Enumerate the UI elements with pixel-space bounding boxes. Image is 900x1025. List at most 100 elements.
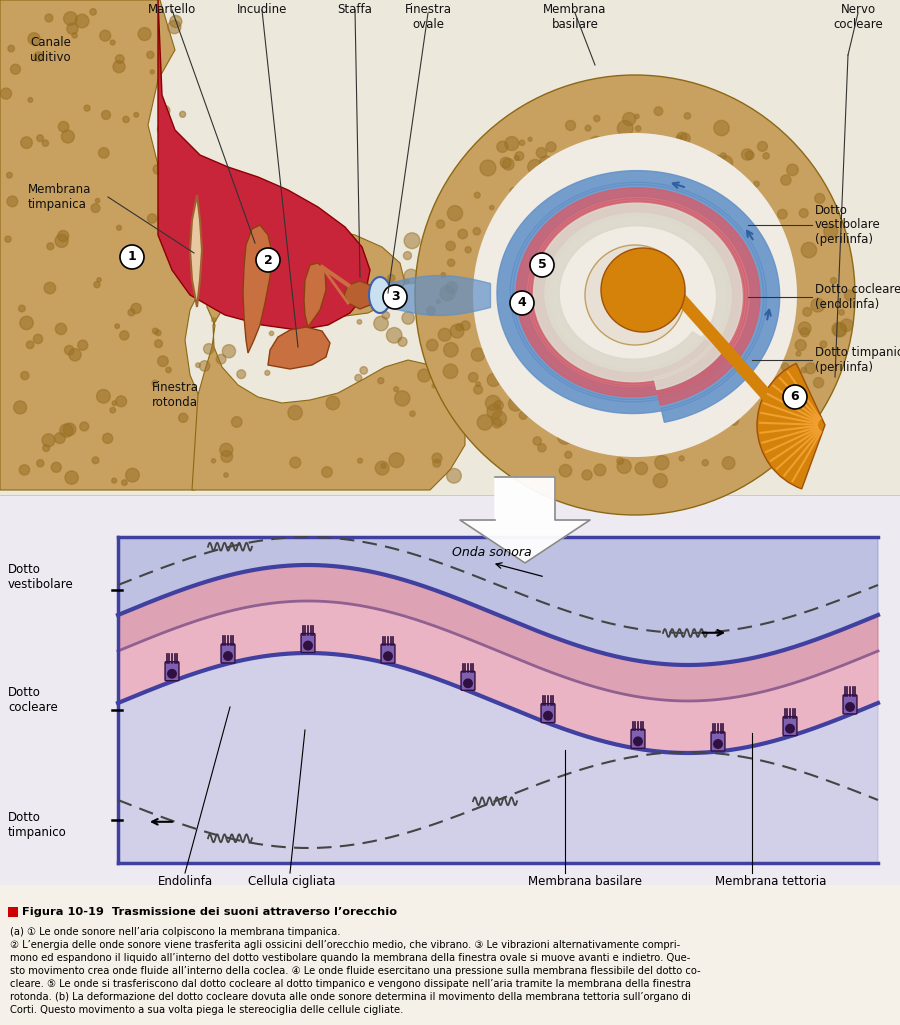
Text: Dotto
timpanico: Dotto timpanico <box>8 811 67 839</box>
Circle shape <box>487 373 500 386</box>
Circle shape <box>719 156 733 169</box>
Circle shape <box>494 401 503 410</box>
Circle shape <box>539 156 553 169</box>
Circle shape <box>676 135 681 141</box>
Circle shape <box>164 177 171 184</box>
Circle shape <box>497 141 508 153</box>
Text: Finestra
ovale: Finestra ovale <box>404 3 452 31</box>
Circle shape <box>148 214 157 223</box>
Circle shape <box>566 427 580 441</box>
Circle shape <box>448 248 454 255</box>
Circle shape <box>346 237 357 248</box>
Circle shape <box>546 141 556 152</box>
Circle shape <box>474 193 481 198</box>
Circle shape <box>673 441 681 449</box>
Circle shape <box>787 164 798 175</box>
Circle shape <box>34 52 43 62</box>
Circle shape <box>383 652 392 660</box>
Circle shape <box>510 291 534 315</box>
Circle shape <box>250 323 255 328</box>
Circle shape <box>199 361 210 371</box>
Circle shape <box>814 377 824 387</box>
Text: Incudine: Incudine <box>237 3 287 16</box>
Circle shape <box>440 286 454 300</box>
FancyBboxPatch shape <box>843 695 857 714</box>
Circle shape <box>716 155 720 160</box>
Circle shape <box>278 265 283 270</box>
Circle shape <box>777 423 788 435</box>
Circle shape <box>811 298 824 312</box>
Circle shape <box>58 121 68 132</box>
Circle shape <box>594 464 606 476</box>
Circle shape <box>730 416 739 425</box>
Text: 5: 5 <box>537 258 546 272</box>
Circle shape <box>134 113 139 117</box>
Circle shape <box>357 290 373 306</box>
Circle shape <box>42 445 50 451</box>
Circle shape <box>585 125 591 131</box>
FancyBboxPatch shape <box>783 716 797 736</box>
Circle shape <box>461 321 470 330</box>
Circle shape <box>617 459 631 474</box>
Circle shape <box>796 339 806 351</box>
Circle shape <box>96 390 111 403</box>
Circle shape <box>781 175 791 186</box>
Circle shape <box>212 459 216 463</box>
Polygon shape <box>344 281 374 309</box>
Circle shape <box>386 328 402 343</box>
Circle shape <box>130 303 141 314</box>
Circle shape <box>623 113 635 126</box>
Circle shape <box>646 140 652 147</box>
Circle shape <box>404 233 420 249</box>
Text: Canale
uditivo: Canale uditivo <box>30 36 71 64</box>
Text: Dotto
vestibolare
(perilinfa): Dotto vestibolare (perilinfa) <box>815 204 881 246</box>
Circle shape <box>388 275 395 282</box>
Circle shape <box>433 459 441 467</box>
Circle shape <box>116 396 127 407</box>
Circle shape <box>492 418 502 428</box>
Circle shape <box>103 434 112 444</box>
Circle shape <box>170 15 182 28</box>
Circle shape <box>824 224 838 238</box>
Circle shape <box>538 444 546 452</box>
Circle shape <box>231 416 242 427</box>
Circle shape <box>634 114 639 119</box>
Text: Nervo
cocleare: Nervo cocleare <box>833 3 883 31</box>
Circle shape <box>156 330 161 336</box>
Polygon shape <box>158 0 370 330</box>
Circle shape <box>404 270 419 284</box>
Circle shape <box>265 370 270 375</box>
Text: sto movimento crea onde fluide all’interno della coclea. ④ Le onde fluide eserci: sto movimento crea onde fluide all’inter… <box>10 966 700 976</box>
Circle shape <box>77 340 88 351</box>
Circle shape <box>55 235 68 247</box>
Circle shape <box>110 40 115 45</box>
Circle shape <box>805 363 815 374</box>
Circle shape <box>677 132 687 142</box>
Circle shape <box>42 434 55 447</box>
Circle shape <box>201 269 209 278</box>
Circle shape <box>722 457 735 469</box>
FancyBboxPatch shape <box>541 703 555 723</box>
Circle shape <box>432 383 436 387</box>
Circle shape <box>543 161 547 166</box>
Circle shape <box>418 369 431 382</box>
Circle shape <box>55 323 67 334</box>
Circle shape <box>505 136 518 151</box>
Circle shape <box>14 401 27 414</box>
Circle shape <box>68 348 81 361</box>
Circle shape <box>635 126 641 131</box>
Circle shape <box>395 391 410 406</box>
Circle shape <box>389 453 404 467</box>
Circle shape <box>472 348 484 361</box>
Circle shape <box>158 356 168 367</box>
Circle shape <box>26 341 34 349</box>
Circle shape <box>410 411 415 416</box>
Circle shape <box>65 345 74 355</box>
Polygon shape <box>118 537 878 665</box>
Circle shape <box>564 451 572 458</box>
Circle shape <box>195 363 201 368</box>
Circle shape <box>112 401 117 406</box>
Circle shape <box>220 451 232 462</box>
Circle shape <box>91 204 100 212</box>
Text: Membrana
timpanica: Membrana timpanica <box>28 183 92 211</box>
